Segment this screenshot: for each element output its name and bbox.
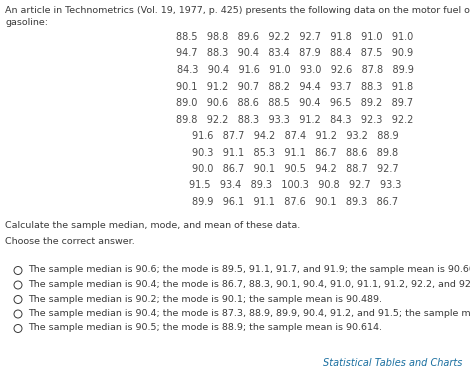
Text: 89.0   90.6   88.6   88.5   90.4   96.5   89.2   89.7: 89.0 90.6 88.6 88.5 90.4 96.5 89.2 89.7	[176, 98, 414, 108]
Text: 91.6   87.7   94.2   87.4   91.2   93.2   88.9: 91.6 87.7 94.2 87.4 91.2 93.2 88.9	[192, 131, 398, 141]
Text: An article in Technometrics (Vol. 19, 1977, p. 425) presents the following data : An article in Technometrics (Vol. 19, 19…	[5, 6, 470, 15]
Text: 89.8   92.2   88.3   93.3   91.2   84.3   92.3   92.2: 89.8 92.2 88.3 93.3 91.2 84.3 92.3 92.2	[176, 115, 414, 125]
Text: The sample median is 90.4; the mode is 86.7, 88.3, 90.1, 90.4, 91.0, 91.1, 91.2,: The sample median is 90.4; the mode is 8…	[28, 280, 470, 289]
Text: 84.3   90.4   91.6   91.0   93.0   92.6   87.8   89.9: 84.3 90.4 91.6 91.0 93.0 92.6 87.8 89.9	[177, 65, 414, 75]
Text: Statistical Tables and Charts: Statistical Tables and Charts	[322, 358, 462, 368]
Text: 90.0   86.7   90.1   90.5   94.2   88.7   92.7: 90.0 86.7 90.1 90.5 94.2 88.7 92.7	[192, 164, 398, 174]
Text: The sample median is 90.4; the mode is 87.3, 88.9, 89.9, 90.4, 91.2, and 91.5; t: The sample median is 90.4; the mode is 8…	[28, 309, 470, 318]
Text: 90.1   91.2   90.7   88.2   94.4   93.7   88.3   91.8: 90.1 91.2 90.7 88.2 94.4 93.7 88.3 91.8	[176, 81, 414, 92]
Text: The sample median is 90.6; the mode is 89.5, 91.1, 91.7, and 91.9; the sample me: The sample median is 90.6; the mode is 8…	[28, 265, 470, 275]
Text: 89.9   96.1   91.1   87.6   90.1   89.3   86.7: 89.9 96.1 91.1 87.6 90.1 89.3 86.7	[192, 197, 398, 207]
Text: The sample median is 90.2; the mode is 90.1; the sample mean is 90.489.: The sample median is 90.2; the mode is 9…	[28, 295, 382, 304]
Text: The sample median is 90.5; the mode is 88.9; the sample mean is 90.614.: The sample median is 90.5; the mode is 8…	[28, 324, 382, 332]
Text: 94.7   88.3   90.4   83.4   87.9   88.4   87.5   90.9: 94.7 88.3 90.4 83.4 87.9 88.4 87.5 90.9	[176, 49, 414, 58]
Text: Calculate the sample median, mode, and mean of these data.: Calculate the sample median, mode, and m…	[5, 222, 300, 230]
Text: 90.3   91.1   85.3   91.1   86.7   88.6   89.8: 90.3 91.1 85.3 91.1 86.7 88.6 89.8	[192, 147, 398, 157]
Text: gasoline:: gasoline:	[5, 18, 48, 27]
Text: 91.5   93.4   89.3   100.3   90.8   92.7   93.3: 91.5 93.4 89.3 100.3 90.8 92.7 93.3	[189, 181, 401, 191]
Text: Choose the correct answer.: Choose the correct answer.	[5, 238, 135, 246]
Text: 88.5   98.8   89.6   92.2   92.7   91.8   91.0   91.0: 88.5 98.8 89.6 92.2 92.7 91.8 91.0 91.0	[176, 32, 414, 42]
